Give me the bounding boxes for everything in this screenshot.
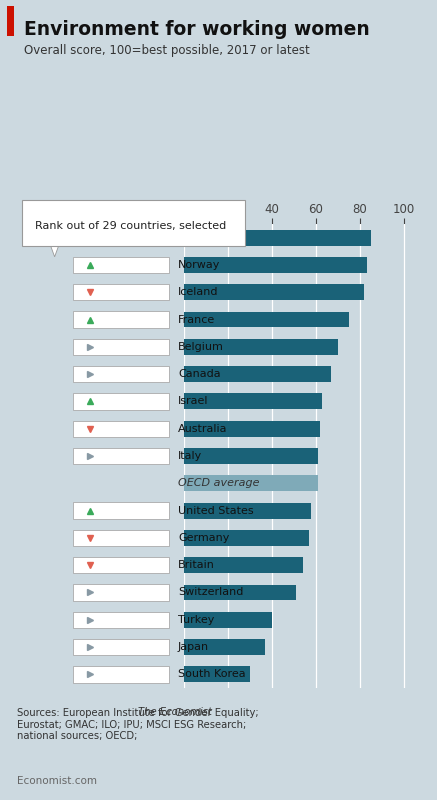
Text: Australia: Australia (178, 424, 228, 434)
Text: Norway: Norway (178, 260, 220, 270)
Text: 1: 1 (125, 233, 132, 242)
Text: 20: 20 (121, 533, 136, 543)
FancyBboxPatch shape (73, 230, 169, 246)
Text: Economist.com: Economist.com (17, 776, 97, 786)
Text: 25: 25 (121, 560, 136, 570)
Text: France: France (178, 314, 215, 325)
Text: 26: 26 (121, 587, 136, 598)
FancyBboxPatch shape (73, 666, 169, 682)
Text: 14: 14 (121, 397, 136, 406)
Text: South Korea: South Korea (178, 670, 246, 679)
FancyBboxPatch shape (73, 448, 169, 464)
Text: 28: 28 (121, 642, 136, 652)
Bar (184, 448, 318, 464)
Text: The Economist: The Economist (138, 707, 212, 717)
Text: OECD average: OECD average (178, 478, 260, 488)
FancyBboxPatch shape (73, 421, 169, 437)
Text: 16: 16 (121, 424, 136, 434)
Bar (184, 558, 303, 573)
Bar (184, 339, 338, 354)
Text: Switzerland: Switzerland (178, 587, 243, 598)
FancyBboxPatch shape (73, 557, 169, 574)
Text: 2: 2 (125, 260, 132, 270)
Bar (184, 585, 296, 600)
Bar (184, 257, 367, 273)
Bar (184, 284, 364, 300)
Bar (184, 366, 331, 382)
Text: Rank out of 29 countries, selected: Rank out of 29 countries, selected (35, 221, 226, 230)
Text: Israel: Israel (178, 397, 208, 406)
Text: 8: 8 (125, 342, 132, 352)
Text: Turkey: Turkey (178, 614, 215, 625)
Text: Environment for working women: Environment for working women (24, 20, 370, 39)
Text: Belgium: Belgium (178, 342, 224, 352)
Bar (184, 639, 265, 655)
Bar (184, 230, 371, 246)
Bar (184, 502, 312, 518)
FancyBboxPatch shape (73, 257, 169, 273)
FancyBboxPatch shape (73, 311, 169, 328)
Text: 3: 3 (125, 287, 132, 298)
Bar (184, 530, 309, 546)
Text: Germany: Germany (178, 533, 229, 543)
Text: Sources: European Institute for Gender Equality;
Eurostat; GMAC; ILO; IPU; MSCI : Sources: European Institute for Gender E… (17, 708, 259, 741)
Text: Canada: Canada (178, 369, 221, 379)
Text: 5: 5 (125, 314, 132, 325)
FancyBboxPatch shape (73, 611, 169, 628)
Bar (184, 666, 250, 682)
Text: Overall score, 100=best possible, 2017 or latest: Overall score, 100=best possible, 2017 o… (24, 44, 310, 57)
Text: 17: 17 (121, 451, 136, 461)
Text: Iceland: Iceland (178, 287, 218, 298)
FancyBboxPatch shape (73, 530, 169, 546)
Text: Italy: Italy (178, 451, 202, 461)
FancyBboxPatch shape (73, 366, 169, 382)
Text: Japan: Japan (178, 642, 209, 652)
Text: Britain: Britain (178, 560, 215, 570)
Bar (184, 421, 320, 437)
Bar (184, 312, 349, 327)
Bar (184, 394, 323, 410)
FancyBboxPatch shape (73, 338, 169, 355)
Text: 10: 10 (121, 369, 136, 379)
FancyBboxPatch shape (73, 502, 169, 518)
Text: 19: 19 (121, 506, 135, 515)
Text: 27: 27 (121, 614, 136, 625)
FancyBboxPatch shape (73, 639, 169, 655)
Text: United States: United States (178, 506, 253, 515)
Bar (184, 475, 318, 491)
Bar (184, 612, 272, 628)
Text: 29: 29 (121, 670, 135, 679)
FancyBboxPatch shape (73, 394, 169, 410)
Text: Sweden: Sweden (178, 233, 222, 242)
FancyBboxPatch shape (73, 284, 169, 301)
FancyBboxPatch shape (73, 584, 169, 601)
